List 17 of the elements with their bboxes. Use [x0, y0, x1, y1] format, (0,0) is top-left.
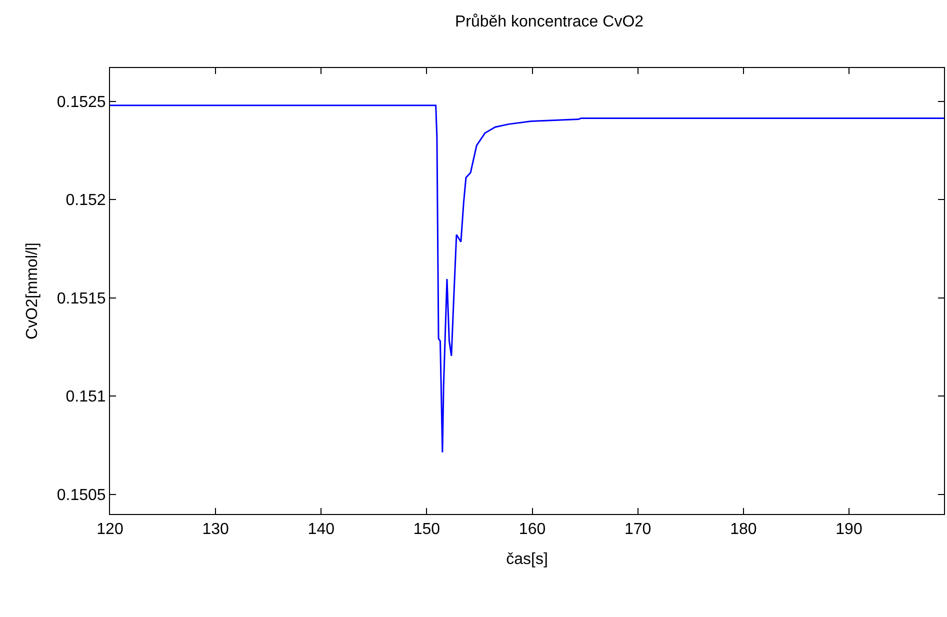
- line-series: [110, 104, 944, 454]
- x-tick-label: 140: [308, 521, 335, 538]
- x-tick-label: 180: [730, 521, 757, 538]
- y-tick-label: 0.152: [66, 192, 106, 210]
- y-tick-label: 0.1525: [56, 94, 106, 111]
- x-tick-label: 120: [96, 521, 124, 538]
- y-tick-label: 0.1515: [56, 290, 106, 308]
- x-tick-label: 130: [202, 521, 230, 538]
- y-tick-label: 0.151: [66, 388, 106, 406]
- x-axis-title: čas[s]: [506, 550, 548, 568]
- x-tick-label: 170: [624, 521, 652, 538]
- x-tick-label: 190: [836, 521, 862, 538]
- chart-title: Průběh koncentrace CvO2: [454, 14, 644, 31]
- x-tick-label: 160: [518, 521, 546, 538]
- x-tick-label: 150: [413, 521, 440, 538]
- y-axis-title: CvO2[mmol/l]: [24, 242, 41, 340]
- y-tick-label: 0.1505: [56, 486, 106, 504]
